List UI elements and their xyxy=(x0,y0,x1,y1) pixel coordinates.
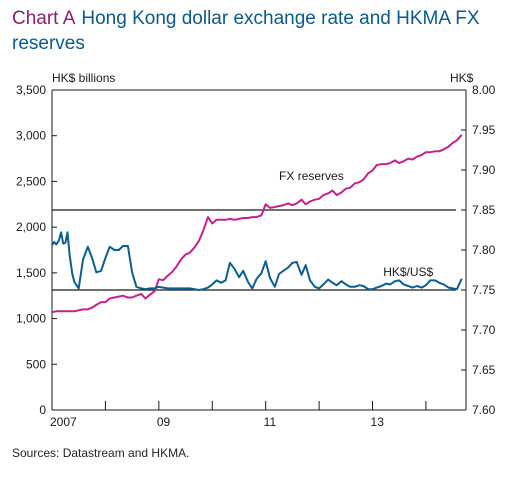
left-tick-label: 3,000 xyxy=(16,129,46,143)
right-tick-label: 7.85 xyxy=(472,203,496,217)
right-tick-label: 7.80 xyxy=(472,243,496,257)
right-axis-title: HK$ xyxy=(450,71,474,85)
right-tick-label: 7.75 xyxy=(472,283,496,297)
left-tick-label: 2,000 xyxy=(16,220,46,234)
right-tick-label: 7.95 xyxy=(472,123,496,137)
left-tick-label: 500 xyxy=(26,357,46,371)
chart-title-text: Hong Kong dollar exchange rate and HKMA … xyxy=(12,8,480,54)
right-tick-label: 7.90 xyxy=(472,163,496,177)
series-label: HK$/US$ xyxy=(383,265,433,279)
right-tick-label: 7.65 xyxy=(472,363,496,377)
left-axis-title: HK$ billions xyxy=(52,71,115,85)
right-tick-label: 8.00 xyxy=(472,83,496,97)
x-tick-label: 09 xyxy=(157,415,171,429)
left-tick-label: 1,500 xyxy=(16,266,46,280)
series-line-hk-us xyxy=(51,231,463,291)
x-tick-label: 11 xyxy=(264,415,277,429)
left-tick-label: 2,500 xyxy=(16,174,46,188)
right-tick-label: 7.60 xyxy=(472,403,496,417)
left-tick-label: 3,500 xyxy=(16,83,46,97)
right-tick-label: 7.70 xyxy=(472,323,496,337)
x-tick-label: 2007 xyxy=(50,415,77,429)
source-note: Sources: Datastream and HKMA. xyxy=(12,446,190,460)
series-label: FX reserves xyxy=(279,169,344,183)
chart-label: Chart A xyxy=(12,8,76,29)
x-tick-label: 13 xyxy=(371,415,385,429)
chart-title: Chart A Hong Kong dollar exchange rate an… xyxy=(12,6,508,56)
left-tick-label: 0 xyxy=(39,403,46,417)
left-tick-label: 1,000 xyxy=(16,312,46,326)
series-line-fx-reserves xyxy=(51,134,463,314)
